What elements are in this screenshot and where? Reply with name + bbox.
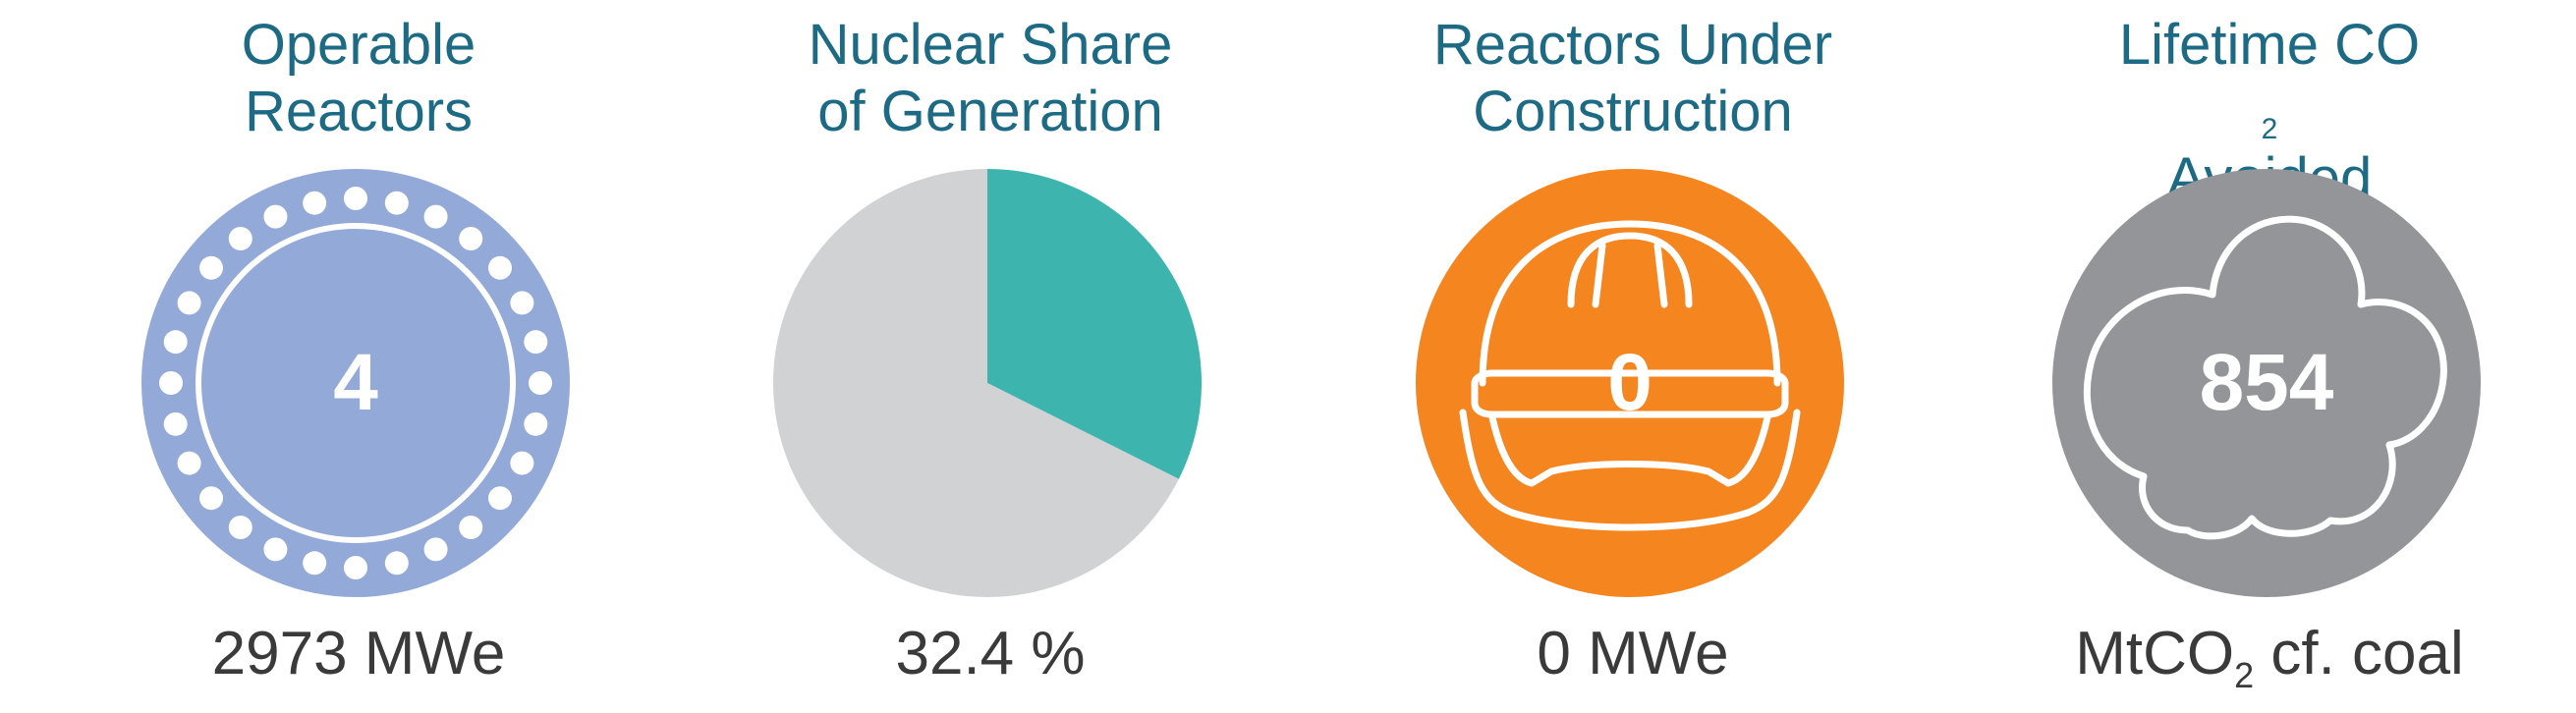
reactor-dot	[510, 291, 534, 315]
reactor-dot	[263, 204, 288, 229]
reactor-dot	[487, 486, 512, 511]
nuclear-share-title: Nuclear Share of Generation	[808, 13, 1173, 143]
reactor-dot	[384, 191, 409, 215]
construction-circle	[1416, 169, 1844, 597]
pie-slice-nuclear	[987, 169, 1203, 479]
reactor-dot	[177, 291, 201, 315]
operable-reactors-title: Operable Reactors	[241, 13, 476, 143]
reactor-dot	[199, 255, 224, 280]
reactor-dot	[228, 515, 252, 539]
reactor-dot-ring	[159, 187, 552, 579]
reactor-dot	[529, 371, 552, 395]
reactor-dot	[163, 411, 188, 436]
construction-capacity: 0 MWe	[1537, 620, 1729, 687]
nuclear-share-panel: Nuclear Share of Generation 32.4 %	[676, 0, 1305, 713]
nuclear-share-pie	[771, 167, 1204, 599]
co2-panel: Lifetime CO2 Avoided 854 MtCO2 cf. coal	[1955, 0, 2576, 713]
co2-avoided-value: 854	[2199, 338, 2334, 427]
reactor-dot	[344, 556, 367, 579]
construction-title: Reactors Under Construction	[1432, 13, 1833, 143]
reactor-dot	[459, 227, 483, 251]
reactor-dot	[177, 451, 201, 475]
pie-chart	[773, 169, 1203, 597]
operable-reactors-panel: Operable Reactors 4 2973 MWe	[44, 0, 673, 713]
reactor-dot	[344, 187, 367, 210]
reactor-dot	[487, 255, 512, 280]
nuclear-share-value: 32.4 %	[895, 620, 1086, 687]
reactor-dot	[423, 537, 448, 562]
reactor-dot	[459, 515, 483, 539]
cloud-graphic: 854	[2050, 167, 2483, 599]
hard-hat-icon	[1416, 169, 1844, 597]
co2-circle	[2052, 169, 2481, 597]
reactor-dot	[303, 551, 327, 576]
co2-title: Lifetime CO2 Avoided	[2118, 13, 2421, 210]
reactor-dot	[384, 551, 409, 576]
reactor-core-graphic: 4	[140, 167, 572, 599]
reactor-dot	[163, 330, 188, 355]
co2-unit-caption: MtCO2 cf. coal	[2075, 620, 2464, 695]
hard-hat-graphic: 0	[1414, 167, 1846, 599]
reactor-core-icon	[141, 169, 570, 597]
reactor-dot	[510, 451, 534, 475]
reactor-dot	[228, 227, 252, 251]
reactor-dot	[159, 371, 183, 395]
reactor-dot	[263, 537, 288, 562]
construction-count: 0	[1607, 338, 1652, 427]
operable-capacity: 2973 MWe	[211, 620, 506, 687]
operable-reactors-count: 4	[333, 338, 378, 427]
reactor-dot	[303, 191, 327, 215]
reactor-dot	[199, 486, 224, 511]
reactor-dot	[524, 330, 548, 355]
reactor-inner-ring	[196, 223, 516, 543]
reactor-dot	[524, 411, 548, 436]
pie-slice-other	[773, 169, 1179, 597]
cloud-icon	[2052, 169, 2481, 597]
reactor-dot	[423, 204, 448, 229]
construction-panel: Reactors Under Construction 0 0 MWe	[1318, 0, 1947, 713]
